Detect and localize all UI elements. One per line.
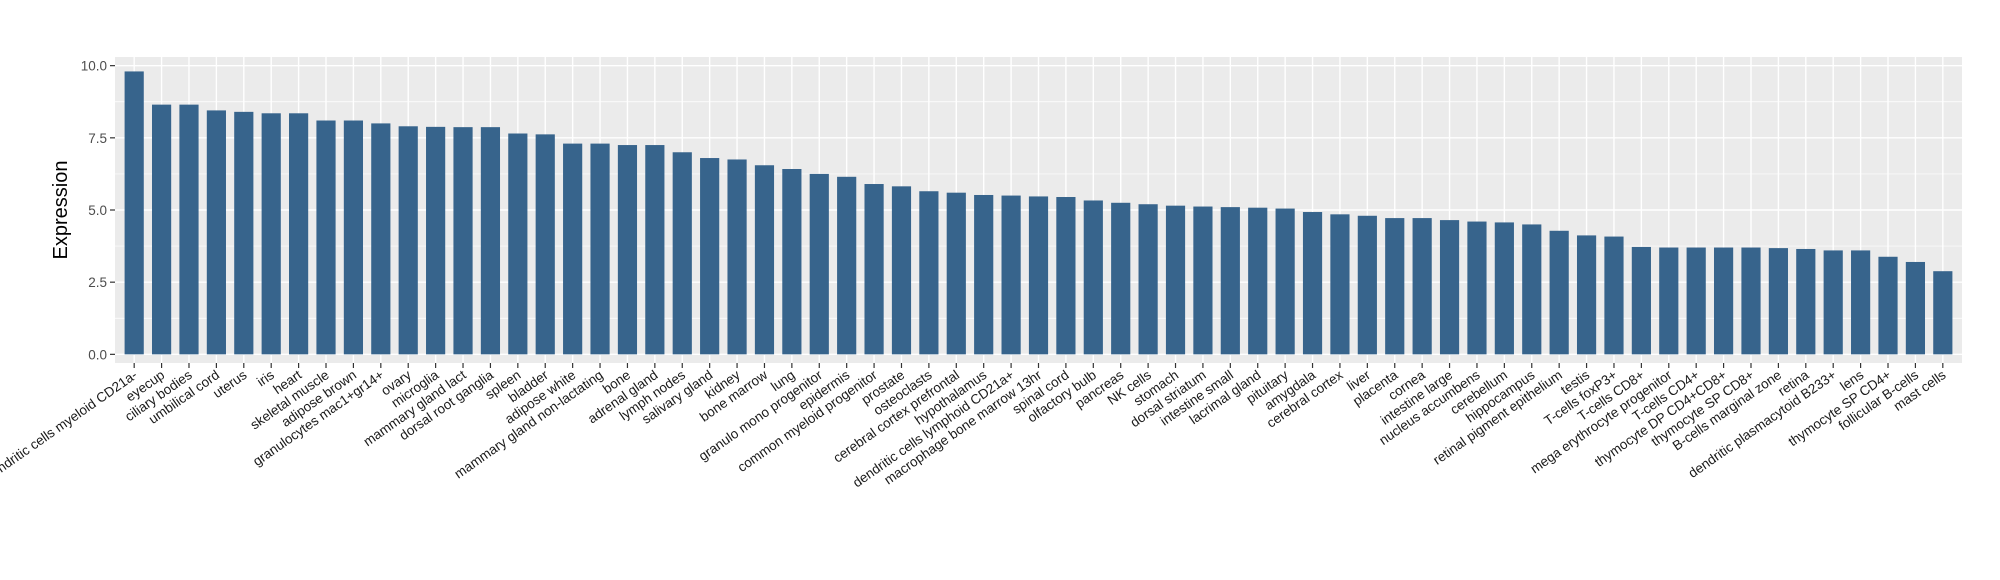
bar (946, 192, 966, 355)
y-axis-title: Expression (50, 161, 72, 260)
y-tick-label: 5.0 (88, 203, 107, 218)
bar (1028, 196, 1049, 355)
bar (1412, 218, 1432, 355)
bar (1193, 206, 1213, 355)
bar (289, 113, 309, 355)
bar (234, 111, 254, 355)
bar (1659, 247, 1679, 355)
bar (124, 71, 144, 355)
bar (371, 123, 391, 355)
bar (1083, 200, 1103, 355)
bar (891, 186, 912, 355)
bar (1768, 248, 1788, 355)
bar (453, 127, 473, 355)
bar (480, 127, 501, 355)
bar (1823, 250, 1843, 355)
bar (864, 184, 884, 355)
bar (1686, 247, 1706, 355)
bar (1357, 215, 1377, 355)
bar (645, 145, 665, 355)
bar (563, 143, 583, 355)
bars (124, 71, 1953, 355)
bar (1330, 214, 1350, 355)
bar (974, 194, 994, 355)
y-tick-label: 7.5 (88, 131, 107, 146)
bar (1385, 218, 1405, 355)
bar (398, 126, 418, 355)
bar (426, 126, 446, 355)
bar (508, 133, 528, 355)
bar (1631, 246, 1651, 355)
bar (1549, 230, 1569, 355)
bar (1576, 235, 1597, 355)
bar (782, 169, 802, 355)
bar (590, 143, 610, 355)
bar (809, 173, 829, 355)
bar (1851, 250, 1871, 355)
bar (727, 159, 747, 355)
bar (1796, 248, 1816, 355)
bar (919, 191, 939, 355)
bar (1878, 256, 1898, 355)
y-tick-label: 0.0 (88, 347, 107, 362)
bar (1494, 222, 1514, 355)
bar (672, 152, 692, 355)
bar (179, 104, 199, 355)
bar (206, 110, 226, 355)
y-axis: 0.0 2.5 5.0 7.5 10.0 (81, 59, 115, 362)
bar (1220, 207, 1240, 355)
bar (1439, 220, 1460, 355)
bar (1111, 202, 1131, 355)
bar (1905, 261, 1926, 355)
bar (1522, 224, 1542, 355)
bar (1056, 197, 1076, 355)
bar (1248, 207, 1268, 355)
bar (151, 104, 172, 355)
bar (1001, 195, 1021, 355)
bar (1302, 212, 1323, 355)
x-axis: dendritic cells myeloid CD21a-eyecupcili… (0, 363, 1949, 490)
bar (617, 145, 638, 355)
x-tick-label: dendritic cells myeloid CD21a- (0, 367, 140, 484)
bar (1467, 221, 1487, 355)
bar (316, 120, 336, 355)
bar (837, 176, 857, 355)
bar (1713, 247, 1734, 355)
bar (261, 113, 281, 355)
bar (700, 158, 720, 355)
bar (1933, 271, 1953, 355)
bar (1604, 236, 1624, 355)
bar (1165, 205, 1186, 355)
bar (754, 165, 775, 355)
bar (1138, 204, 1158, 355)
bar (1741, 247, 1761, 355)
bar (1275, 208, 1295, 355)
y-tick-label: 10.0 (81, 59, 107, 74)
bar (535, 134, 555, 355)
y-tick-label: 2.5 (88, 275, 107, 290)
bar (343, 120, 364, 355)
